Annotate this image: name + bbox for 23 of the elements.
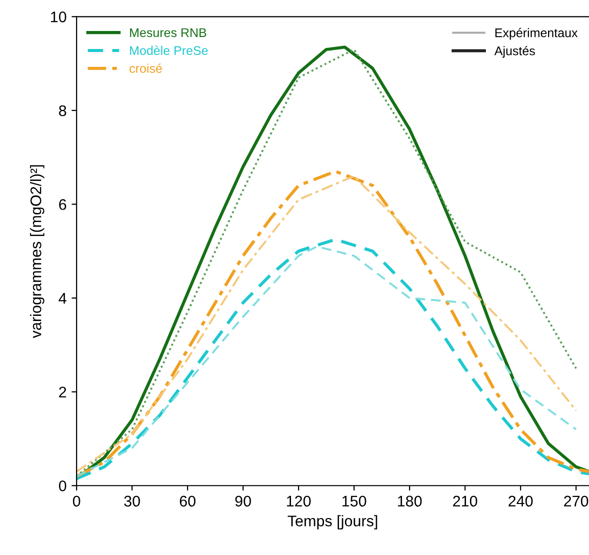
y-tick-label: 0 bbox=[58, 480, 66, 492]
annotation: Ajustés bbox=[494, 46, 535, 58]
x-tick-label: 210 bbox=[453, 496, 478, 507]
x-tick-label: 120 bbox=[286, 496, 311, 507]
x-tick-label: 0 bbox=[72, 496, 80, 507]
x-tick-label: 240 bbox=[508, 496, 533, 507]
annotation: Expérimentaux bbox=[495, 28, 578, 40]
x-tick-label: 30 bbox=[124, 496, 140, 507]
y-tick-label: 6 bbox=[59, 199, 66, 210]
y-tick-label: 2 bbox=[59, 386, 66, 398]
x-tick-label: 270 bbox=[564, 496, 588, 507]
x-tick-label: 180 bbox=[398, 496, 422, 507]
x-tick-label: 60 bbox=[180, 496, 196, 507]
y-tick-label: 4 bbox=[58, 293, 66, 304]
legend-label: Mesures RNB bbox=[130, 28, 206, 38]
x-tick-label: 150 bbox=[342, 496, 366, 507]
x-axis-title: Temps [jours] bbox=[288, 515, 378, 530]
legend-label: Modèle PreSe bbox=[130, 46, 208, 55]
x-tick-label: 90 bbox=[235, 496, 251, 507]
y-tick-label: 10 bbox=[51, 12, 66, 22]
y-axis-title: variogrammes [(mgO2/l)²] bbox=[30, 165, 44, 338]
legend-label: croisé bbox=[130, 64, 162, 73]
y-tick-label: 8 bbox=[59, 105, 66, 116]
